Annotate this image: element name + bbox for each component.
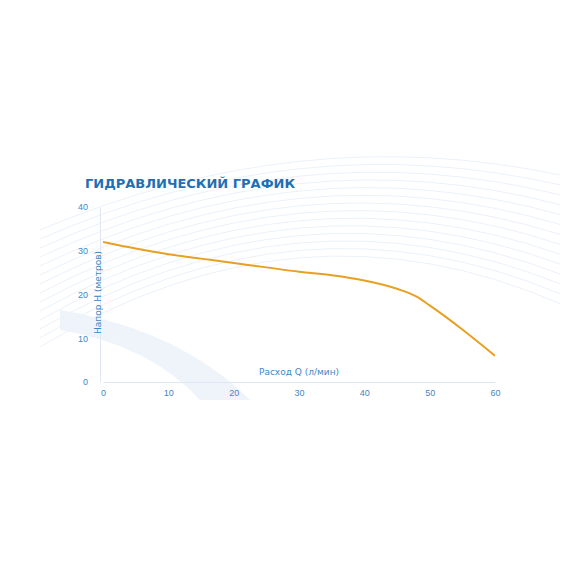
y-tick: 10	[78, 334, 100, 344]
x-tick: 10	[164, 382, 174, 398]
wave	[40, 233, 560, 320]
x-axis: 0 10 20 30 40 50 60	[101, 382, 501, 398]
x-tick-label: 10	[164, 388, 174, 398]
wave	[40, 241, 560, 329]
x-tick-label: 60	[490, 388, 500, 398]
x-tick: 30	[294, 382, 304, 398]
y-tick-label: 10	[78, 334, 88, 344]
wave	[40, 188, 560, 266]
x-tick-label: 40	[360, 388, 370, 398]
y-tick: 40	[78, 202, 100, 212]
wave	[40, 157, 560, 230]
y-tick-label: 0	[83, 377, 88, 387]
y-tick-label: 40	[78, 202, 88, 212]
x-tick: 50	[425, 382, 435, 398]
x-tick: 20	[229, 382, 239, 398]
x-axis-title: Расход Q (л/мин)	[259, 367, 339, 377]
x-tick: 60	[490, 382, 500, 398]
y-tick-label: 30	[78, 246, 88, 256]
wave	[40, 211, 560, 293]
y-tick: 0	[83, 377, 100, 387]
x-tick-label: 50	[425, 388, 435, 398]
plot-area	[103, 242, 495, 356]
x-tick: 0	[101, 382, 106, 398]
curve	[103, 242, 495, 356]
x-tick: 40	[360, 382, 370, 398]
chart: ГИДРАВЛИЧЕСКИЙ ГРАФИК 0 10 20 30 40 50 60 0 10 20 3…	[0, 0, 570, 570]
x-tick-label: 0	[101, 388, 106, 398]
x-tick-label: 20	[229, 388, 239, 398]
title: ГИДРАВЛИЧЕСКИЙ ГРАФИК	[85, 176, 295, 191]
x-tick-label: 30	[294, 388, 304, 398]
wave-fill	[60, 310, 250, 400]
x-axis-line	[104, 382, 496, 383]
y-axis-title: Напор H (метров)	[93, 251, 103, 334]
y-tick-label: 20	[78, 290, 88, 300]
background-waves	[40, 157, 560, 400]
